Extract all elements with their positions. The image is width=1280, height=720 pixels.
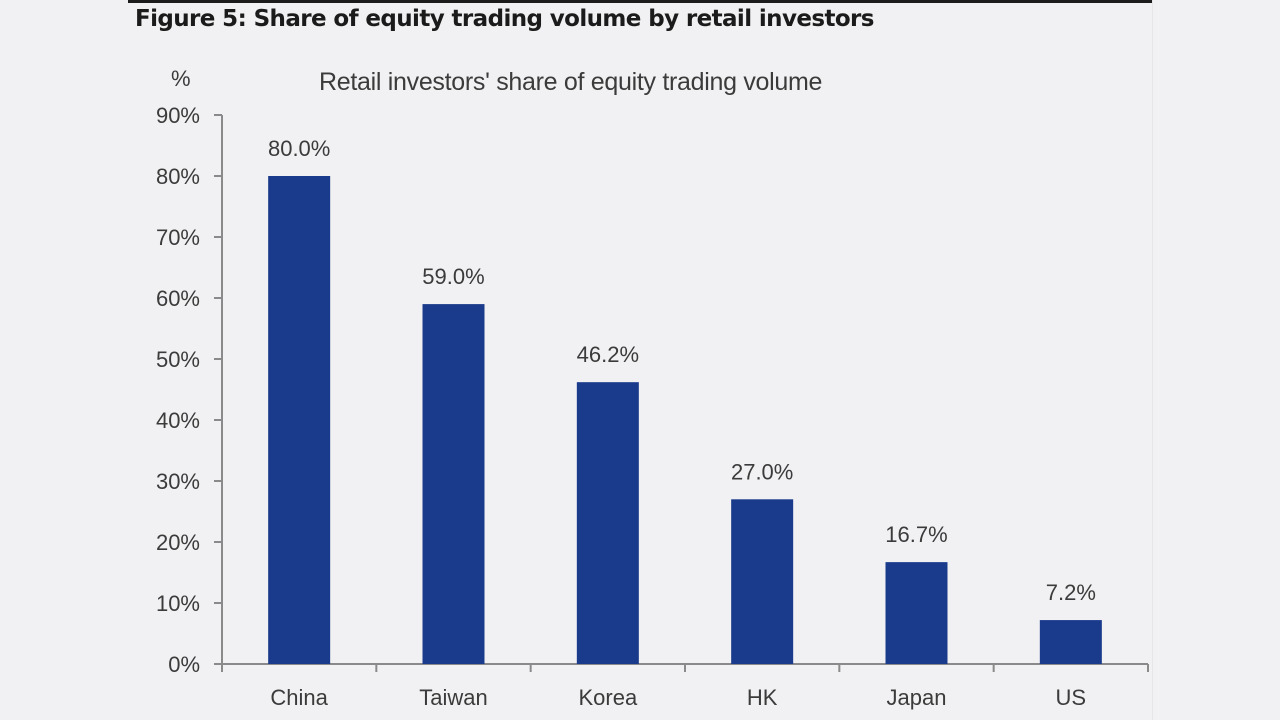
y-tick-label: 50% — [156, 347, 200, 372]
y-tick-label: 10% — [156, 591, 200, 616]
y-tick-label: 20% — [156, 530, 200, 555]
y-tick-label: 90% — [156, 103, 200, 128]
y-tick-label: 60% — [156, 286, 200, 311]
x-category-label: US — [1056, 685, 1087, 710]
data-label-japan: 16.7% — [885, 522, 947, 547]
bar-us — [1039, 620, 1102, 664]
page-edge-divider — [1152, 0, 1153, 720]
x-category-label: HK — [747, 685, 778, 710]
data-label-us: 7.2% — [1046, 580, 1096, 605]
y-axis: 0% 10% 20% 30% 40% 50% 60% 70% 80% 90% — [156, 103, 223, 677]
bar-hk — [731, 499, 794, 664]
y-axis-unit-label: % — [171, 66, 191, 91]
y-tick-label: 40% — [156, 408, 200, 433]
bar-china — [268, 176, 331, 664]
top-rule-divider — [128, 0, 1152, 3]
x-category-label: China — [270, 685, 328, 710]
bar-taiwan — [422, 304, 485, 664]
x-category-label: Taiwan — [419, 685, 487, 710]
x-category-label: Japan — [887, 685, 947, 710]
data-label-china: 80.0% — [268, 136, 330, 161]
y-tick-label: 0% — [168, 652, 200, 677]
data-label-hk: 27.0% — [731, 459, 793, 484]
x-axis: China Taiwan Korea HK Japan US — [221, 663, 1149, 710]
data-label-taiwan: 59.0% — [422, 264, 484, 289]
data-label-korea: 46.2% — [577, 342, 639, 367]
y-tick-label: 30% — [156, 469, 200, 494]
chart-title: Retail investors' share of equity tradin… — [319, 68, 823, 96]
bar-series: 80.0% 59.0% 46.2% 27.0% 16.7% 7.2% — [268, 136, 1102, 664]
x-category-label: Korea — [578, 685, 637, 710]
y-tick-label: 80% — [156, 164, 200, 189]
y-tick-label: 70% — [156, 225, 200, 250]
bar-japan — [885, 562, 948, 664]
bar-korea — [576, 382, 639, 664]
figure-title: Figure 5: Share of equity trading volume… — [135, 6, 874, 32]
